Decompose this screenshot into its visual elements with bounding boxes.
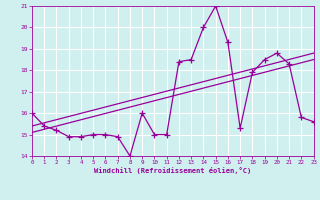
X-axis label: Windchill (Refroidissement éolien,°C): Windchill (Refroidissement éolien,°C) — [94, 167, 252, 174]
